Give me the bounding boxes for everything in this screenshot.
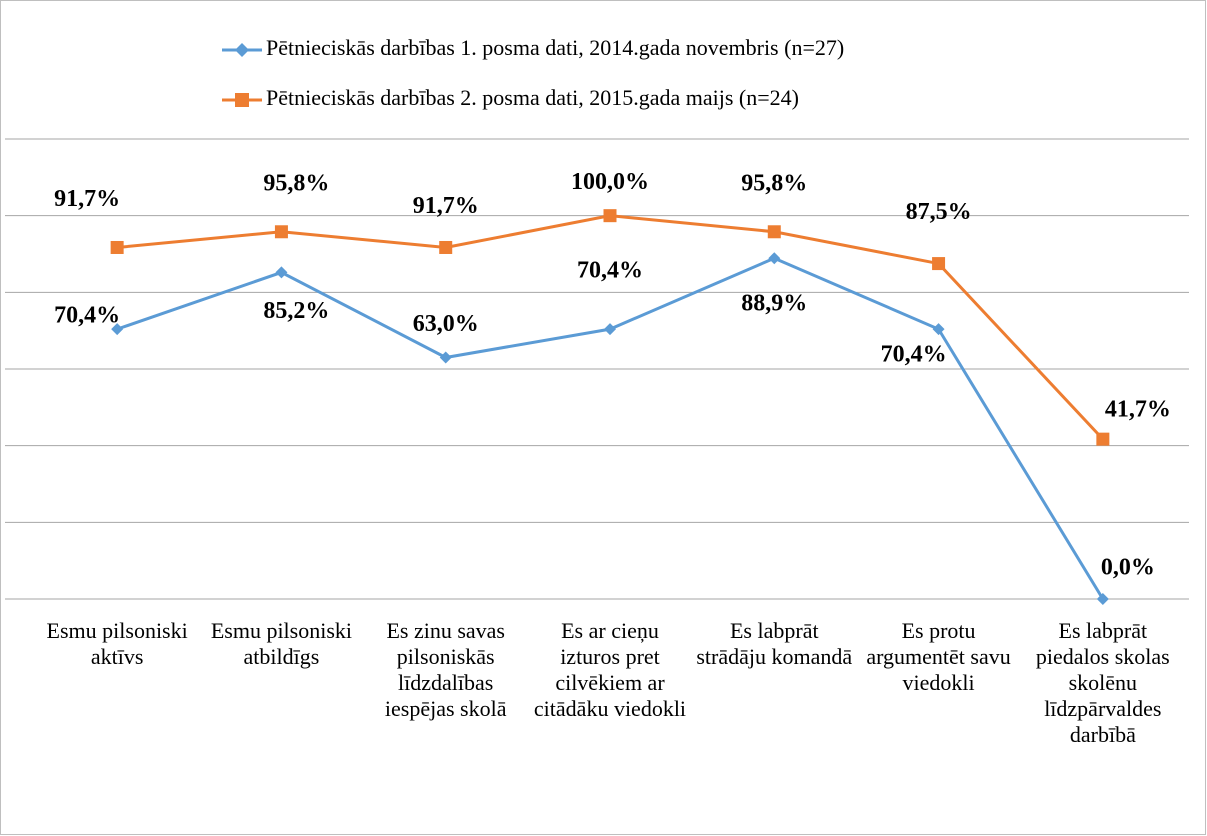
- x-tick-label: Esmu pilsoniski aktīvs: [46, 618, 188, 669]
- data-label: 91,7%: [413, 193, 479, 219]
- marker: [439, 240, 453, 254]
- data-label: 41,7%: [1105, 397, 1171, 423]
- marker: [275, 266, 288, 279]
- data-label: 95,8%: [741, 170, 807, 196]
- marker: [439, 351, 452, 364]
- marker: [932, 257, 946, 271]
- marker: [768, 252, 781, 265]
- data-label: 70,4%: [881, 342, 947, 368]
- data-label: 70,4%: [577, 258, 643, 284]
- x-tick-label: Es labprāt piedalos skolas skolēnu līdzp…: [1035, 618, 1170, 747]
- data-label: 95,8%: [263, 170, 329, 196]
- x-tick-label: Es labprāt strādāju komandā: [696, 618, 853, 669]
- legend-marker: [235, 43, 249, 57]
- marker: [1096, 432, 1110, 446]
- data-label: 88,9%: [741, 291, 807, 317]
- marker: [932, 323, 945, 336]
- marker: [603, 209, 617, 223]
- legend-marker: [235, 93, 249, 107]
- x-tick-label: Esmu pilsoniski atbildīgs: [210, 618, 353, 669]
- data-label: 63,0%: [413, 311, 479, 337]
- data-label: 100,0%: [571, 169, 649, 195]
- data-label: 70,4%: [54, 303, 120, 329]
- data-label: 85,2%: [263, 298, 329, 324]
- x-tick-label: Es ar cieņu izturos pret cilvēkiem ar ci…: [533, 618, 687, 721]
- data-label: 0,0%: [1101, 555, 1155, 581]
- x-tick-label: Es zinu savas pilsoniskās līdzdalības ie…: [384, 618, 507, 721]
- legend-label: Pētnieciskās darbības 1. posma dati, 201…: [266, 35, 844, 60]
- marker: [274, 225, 288, 239]
- marker: [767, 225, 781, 239]
- marker: [110, 240, 124, 254]
- marker: [604, 323, 616, 336]
- marker: [111, 323, 124, 336]
- marker: [1096, 593, 1109, 605]
- legend-label: Pētnieciskās darbības 2. posma dati, 201…: [266, 85, 799, 110]
- x-tick-label: Es protu argumentēt savu viedokli: [866, 618, 1011, 695]
- data-label: 87,5%: [906, 199, 972, 225]
- data-label: 91,7%: [54, 186, 120, 212]
